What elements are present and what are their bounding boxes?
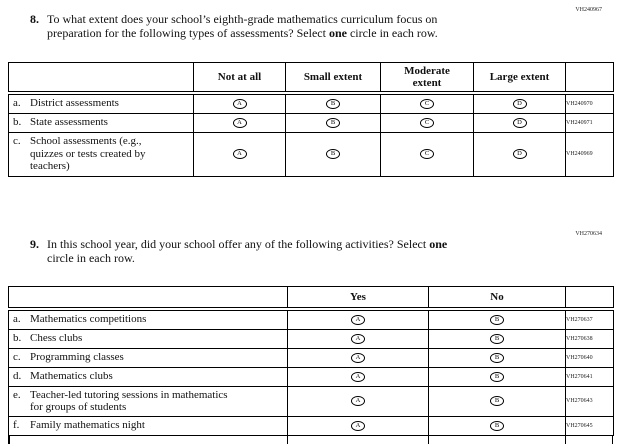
q8-table-wrap: Not at all Small extent Moderate extent … bbox=[8, 62, 614, 177]
q9e-bubble-no[interactable]: B bbox=[490, 396, 504, 407]
table-continuation-lines bbox=[8, 435, 613, 444]
q9a-bubble-no[interactable]: B bbox=[490, 314, 504, 325]
row-label: Family mathematics night bbox=[30, 419, 145, 432]
q9d-bubble-no[interactable]: B bbox=[490, 371, 504, 382]
page-item-code-q8: VH240967 bbox=[575, 7, 602, 13]
q9-header-empty bbox=[8, 286, 288, 311]
row-label: State assessments bbox=[30, 116, 108, 129]
row-letter: f. bbox=[13, 419, 20, 432]
question-9: 9. In this school year, did your school … bbox=[30, 237, 575, 265]
q8-row-school-assessments: c. School assessments (e.g., quizzes or t… bbox=[8, 131, 614, 177]
q9-row-mathematics-clubs: d. Mathematics clubs A B VH270641 bbox=[8, 366, 614, 387]
row-label: Teacher-led tutoring sessions in mathema… bbox=[30, 388, 228, 414]
q9-column-header-yes: Yes bbox=[287, 286, 429, 311]
q8-row-state-assessments: b. State assessments A B C D VH240971 bbox=[8, 112, 614, 133]
row-letter: a. bbox=[13, 97, 21, 110]
q8-column-header-not-at-all: Not at all bbox=[193, 62, 286, 95]
row-letter: b. bbox=[13, 116, 22, 129]
q9-column-header-no: No bbox=[428, 286, 566, 311]
row-label: School assessments (e.g., quizzes or tes… bbox=[30, 135, 146, 173]
q8c-bubble-large-extent[interactable]: D bbox=[512, 149, 527, 160]
q8b-bubble-not-at-all[interactable]: A bbox=[232, 117, 247, 128]
item-code: VH270645 bbox=[565, 415, 614, 436]
q8-header-code-empty bbox=[565, 62, 614, 95]
row-letter: c. bbox=[13, 135, 21, 148]
q9c-bubble-no[interactable]: B bbox=[490, 352, 504, 363]
q8b-bubble-moderate-extent[interactable]: C bbox=[420, 117, 434, 128]
q8a-bubble-not-at-all[interactable]: A bbox=[232, 98, 247, 109]
q8-header-empty bbox=[8, 62, 194, 95]
q8b-bubble-large-extent[interactable]: D bbox=[512, 117, 527, 128]
q9-row-chess-clubs: b. Chess clubs A B VH270638 bbox=[8, 328, 614, 349]
item-code: VH270640 bbox=[565, 347, 614, 368]
q9c-bubble-yes[interactable]: A bbox=[351, 352, 365, 363]
question-9-text-line2: circle in each row. bbox=[47, 250, 135, 265]
q8-column-header-moderate-extent: Moderate extent bbox=[380, 62, 474, 95]
question-9-text-line1: In this school year, did your school off… bbox=[47, 237, 448, 251]
row-label: District assessments bbox=[30, 97, 119, 110]
q9e-bubble-yes[interactable]: A bbox=[351, 396, 365, 407]
question-8-number: 8. bbox=[30, 12, 39, 26]
q9-row-mathematics-competitions: a. Mathematics competitions A B VH270637 bbox=[8, 308, 614, 330]
item-code: VH270643 bbox=[565, 385, 614, 417]
q9-row-teacher-led-tutoring: e. Teacher-led tutoring sessions in mathe… bbox=[8, 385, 614, 417]
q8-row-district-assessments: a. District assessments A B C D VH240970 bbox=[8, 92, 614, 114]
q9-row-family-mathematics-night: f. Family mathematics night A B VH270645 bbox=[8, 415, 614, 436]
q9b-bubble-no[interactable]: B bbox=[490, 333, 504, 344]
item-code: VH240969 bbox=[565, 131, 614, 177]
question-8-text-line2: preparation for the following types of a… bbox=[47, 25, 438, 40]
row-letter: c. bbox=[13, 351, 21, 364]
question-8-text-line1: To what extent does your school’s eighth… bbox=[47, 12, 438, 26]
q8c-bubble-not-at-all[interactable]: A bbox=[232, 149, 247, 160]
row-letter: d. bbox=[13, 370, 22, 383]
q9f-bubble-yes[interactable]: A bbox=[351, 420, 365, 431]
question-9-number: 9. bbox=[30, 237, 39, 251]
row-label: Mathematics clubs bbox=[30, 370, 113, 383]
row-letter: a. bbox=[13, 313, 21, 326]
q9f-bubble-no[interactable]: B bbox=[490, 420, 504, 431]
item-code: VH270641 bbox=[565, 366, 614, 387]
q9-row-programming-classes: c. Programming classes A B VH270640 bbox=[8, 347, 614, 368]
q9a-bubble-yes[interactable]: A bbox=[351, 314, 365, 325]
q8-column-header-small-extent: Small extent bbox=[285, 62, 381, 95]
q8a-bubble-moderate-extent[interactable]: C bbox=[420, 98, 434, 109]
item-code: VH240971 bbox=[565, 112, 614, 133]
row-label: Mathematics competitions bbox=[30, 313, 147, 326]
q9-table: Yes No a. Mathematics competitions A B VH… bbox=[8, 286, 614, 436]
q9-table-wrap: Yes No a. Mathematics competitions A B VH… bbox=[8, 286, 614, 444]
q9-header-row: Yes No bbox=[8, 286, 614, 311]
q8a-bubble-small-extent[interactable]: B bbox=[326, 98, 340, 109]
q9-header-code-empty bbox=[565, 286, 614, 311]
item-code: VH270638 bbox=[565, 328, 614, 349]
q9b-bubble-yes[interactable]: A bbox=[351, 333, 365, 344]
q8-column-header-large-extent: Large extent bbox=[473, 62, 566, 95]
page-item-code-q9: VH270634 bbox=[575, 231, 602, 237]
item-code: VH270637 bbox=[565, 308, 614, 330]
row-letter: e. bbox=[13, 388, 21, 401]
q8-header-row: Not at all Small extent Moderate extent … bbox=[8, 62, 614, 95]
q8a-bubble-large-extent[interactable]: D bbox=[512, 98, 527, 109]
item-code: VH240970 bbox=[565, 92, 614, 114]
q8-table: Not at all Small extent Moderate extent … bbox=[8, 62, 614, 177]
q9d-bubble-yes[interactable]: A bbox=[351, 371, 365, 382]
question-8: 8. To what extent does your school’s eig… bbox=[30, 12, 575, 40]
row-label: Programming classes bbox=[30, 351, 124, 364]
row-letter: b. bbox=[13, 332, 22, 345]
q8c-bubble-small-extent[interactable]: B bbox=[326, 149, 340, 160]
q8c-bubble-moderate-extent[interactable]: C bbox=[420, 149, 434, 160]
q8b-bubble-small-extent[interactable]: B bbox=[326, 117, 340, 128]
row-label: Chess clubs bbox=[30, 332, 83, 345]
